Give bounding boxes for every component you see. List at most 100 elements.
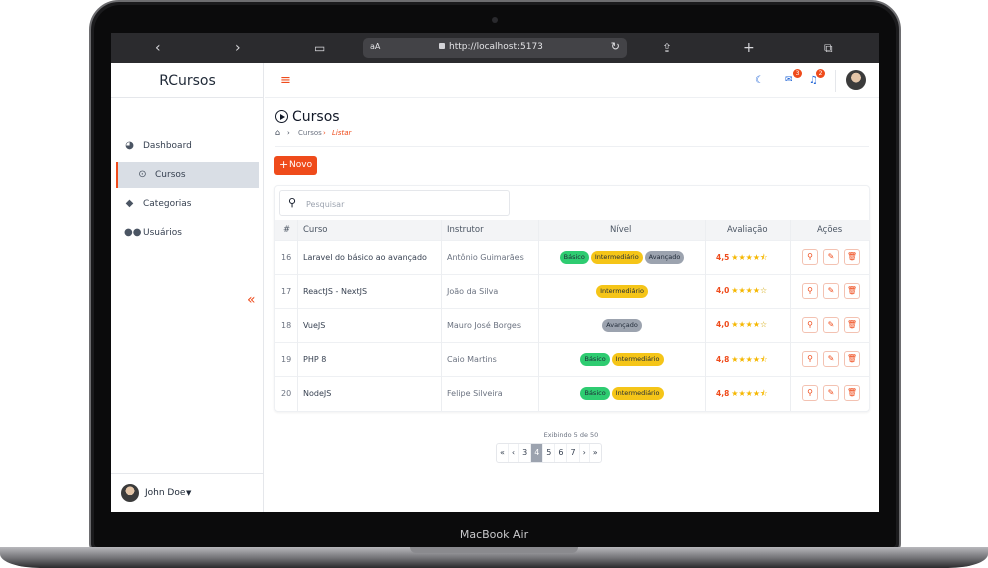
star-icon: ★ (731, 286, 739, 295)
level-badge: Avançado (602, 319, 642, 332)
rating-value: 4,8 (716, 355, 730, 364)
star-icon: ★ (752, 355, 760, 364)
search-field[interactable]: ⚲ (279, 190, 510, 216)
page-4-button[interactable]: 4 (531, 444, 544, 462)
trash-icon[interactable]: 🗑 (844, 249, 860, 265)
collapse-sidebar-icon[interactable]: « (247, 292, 256, 308)
search-icon[interactable]: ⚲ (802, 249, 818, 265)
row-curso: VueJS (303, 321, 326, 330)
book-icon[interactable]: ▭ (314, 41, 326, 55)
screen: ‹ › ▭ aA http://localhost:5173 ↻ ⇪ + ⧉ R… (111, 33, 879, 512)
pencil-icon[interactable]: ✎ (823, 317, 839, 333)
caret-down-icon[interactable]: ▼ (186, 489, 192, 497)
avatar[interactable] (121, 484, 139, 502)
model-label: MacBook Air (459, 528, 529, 541)
trash-icon[interactable]: 🗑 (844, 351, 860, 367)
row-instrutor: Mauro José Borges (447, 321, 522, 330)
row-instrutor: Felipe Silveira (447, 389, 503, 398)
pencil-icon[interactable]: ✎ (823, 351, 839, 367)
table-row: 20 NodeJS Felipe Silveira Básico Intermediár… (275, 376, 870, 410)
address-bar[interactable]: aA http://localhost:5173 ↻ (363, 38, 627, 58)
bell-badge: 2 (816, 69, 825, 78)
star-icon: ★ (738, 253, 746, 262)
pencil-icon[interactable]: ✎ (823, 385, 839, 401)
sidebar-item-dashboard[interactable]: ◕ Dashboard (116, 133, 259, 159)
table-row: 19 PHP 8 Caio Martins Básico Intermediário 4,… (275, 342, 870, 376)
star-icon: ★ (752, 286, 760, 295)
home-icon[interactable]: ⌂ (275, 128, 281, 137)
laptop-notch (410, 547, 578, 553)
column-nivel[interactable]: Nível (610, 225, 632, 235)
star-icon: ★ (745, 389, 753, 398)
mail-icon[interactable]: ✉ (785, 75, 793, 85)
pencil-icon[interactable]: ✎ (823, 249, 839, 265)
pagination: «‹ 3 4 5 6 7 ›» (496, 443, 602, 463)
star-icon: ★ (738, 320, 746, 329)
text-size-button[interactable]: aA (370, 42, 381, 51)
star-icon: ★ (745, 355, 753, 364)
prev-page-button[interactable]: ‹ (509, 444, 520, 462)
menu-icon[interactable]: ≡ (280, 73, 291, 88)
browser-toolbar: ‹ › ▭ aA http://localhost:5173 ↻ ⇪ + ⧉ (111, 33, 879, 63)
row-id: 18 (281, 321, 292, 330)
new-course-button[interactable]: + Novo (274, 156, 317, 175)
level-badge: Básico (580, 387, 610, 400)
search-input[interactable] (306, 197, 501, 211)
moon-icon[interactable]: ☾ (755, 75, 764, 86)
level-badge: Básico (580, 353, 610, 366)
plus-icon[interactable]: + (743, 40, 755, 56)
sidebar-item-usuarios[interactable]: ●● Usuários (116, 220, 259, 246)
search-icon[interactable]: ⚲ (802, 283, 818, 299)
tags-icon: ◆ (125, 198, 134, 209)
sidebar-item-categorias[interactable]: ◆ Categorias (116, 191, 259, 217)
search-icon[interactable]: ⚲ (802, 385, 818, 401)
column-instrutor[interactable]: Instrutor (447, 225, 484, 235)
row-niveis: Básico Intermediário (540, 353, 704, 366)
level-badge: Básico (559, 251, 589, 264)
tabs-icon[interactable]: ⧉ (824, 41, 833, 55)
star-icon: ★ (745, 253, 753, 262)
column-id[interactable]: # (283, 225, 291, 235)
share-icon[interactable]: ⇪ (662, 41, 673, 55)
reload-icon[interactable]: ↻ (610, 40, 620, 53)
star-icon: ★ (752, 389, 760, 398)
divider (297, 220, 298, 411)
avatar[interactable] (846, 70, 866, 90)
search-icon[interactable]: ⚲ (802, 351, 818, 367)
laptop-base (0, 547, 988, 568)
sidebar-item-label: Categorias (143, 199, 192, 209)
next-page-button[interactable]: › (580, 444, 590, 462)
users-icon: ●● (124, 227, 142, 238)
row-niveis: Básico Intermediário Avançado (540, 251, 704, 264)
star-icon: ★ (731, 389, 739, 398)
star-icon: ★ (752, 253, 760, 262)
page-5-button[interactable]: 5 (543, 444, 556, 462)
row-curso: NodeJS (303, 389, 332, 398)
level-badge: Intermediário (590, 251, 643, 264)
pencil-icon[interactable]: ✎ (823, 283, 839, 299)
trash-icon[interactable]: 🗑 (844, 283, 860, 299)
user-name[interactable]: John Doe (145, 488, 186, 498)
row-id: 20 (281, 389, 292, 398)
column-avaliacao[interactable]: Avaliação (727, 225, 768, 235)
search-icon[interactable]: ⚲ (802, 317, 818, 333)
table-row: 18 VueJS Mauro José Borges Avançado 4,0 ★★★★☆… (275, 308, 870, 342)
first-page-button[interactable]: « (497, 444, 509, 462)
chevron-right-icon[interactable]: › (235, 40, 241, 56)
chevron-right-icon: › (287, 129, 290, 137)
brand[interactable]: RCursos (159, 73, 216, 89)
sidebar-item-cursos[interactable]: ⊙ Cursos (116, 162, 259, 188)
column-acoes: Ações (817, 225, 843, 235)
bell-icon[interactable]: ♫ (809, 75, 818, 86)
row-curso: ReactJS - NextJS (303, 287, 368, 296)
column-curso[interactable]: Curso (303, 225, 328, 235)
page-6-button[interactable]: 6 (555, 444, 568, 462)
breadcrumb-cursos[interactable]: Cursos (298, 129, 322, 137)
page-3-button[interactable]: 3 (519, 444, 532, 462)
last-page-button[interactable]: » (592, 448, 598, 457)
page-7-button[interactable]: 7 (567, 444, 580, 462)
trash-icon[interactable]: 🗑 (844, 317, 860, 333)
chevron-left-icon[interactable]: ‹ (155, 40, 161, 56)
gauge-icon: ◕ (125, 140, 134, 151)
trash-icon[interactable]: 🗑 (844, 385, 860, 401)
